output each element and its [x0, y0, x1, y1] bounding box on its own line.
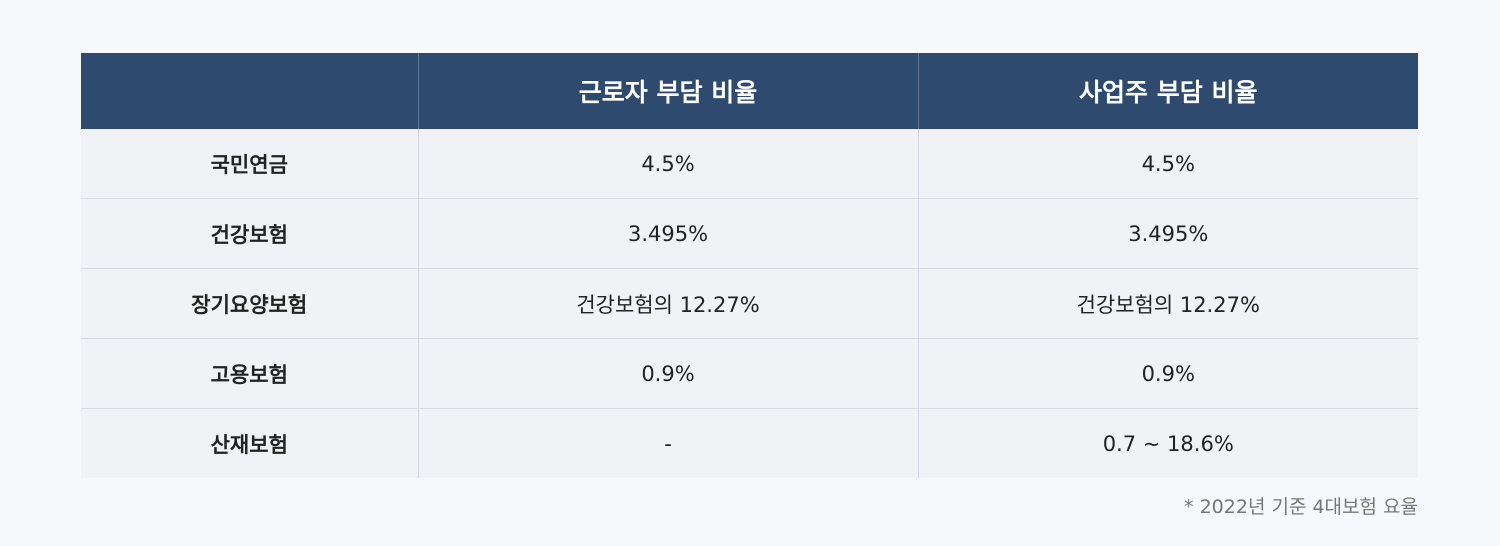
employer-rate-cell: 3.495%	[917, 198, 1418, 269]
footnote: * 2022년 기준 4대보험 요율	[1184, 496, 1418, 518]
row-label: 산재보험	[81, 408, 418, 478]
employer-rate-cell: 0.9%	[917, 338, 1418, 409]
table-row: 고용보험 0.9% 0.9%	[81, 338, 1418, 409]
employer-rate-cell: 건강보험의 12.27%	[917, 268, 1418, 339]
employee-rate-cell: 3.495%	[417, 198, 918, 269]
employer-rate-cell: 0.7 ~ 18.6%	[917, 408, 1418, 478]
table-row: 산재보험 - 0.7 ~ 18.6%	[81, 408, 1418, 478]
employee-rate-cell: 건강보험의 12.27%	[417, 268, 918, 339]
header-empty	[81, 53, 418, 129]
header-employee-rate: 근로자 부담 비율	[417, 53, 918, 129]
table-row: 국민연금 4.5% 4.5%	[81, 129, 1418, 199]
row-label: 국민연금	[81, 129, 418, 199]
row-label: 장기요양보험	[81, 268, 418, 339]
table-row: 건강보험 3.495% 3.495%	[81, 198, 1418, 269]
employee-rate-cell: 4.5%	[417, 129, 918, 199]
row-label: 고용보험	[81, 338, 418, 409]
employee-rate-cell: 0.9%	[417, 338, 918, 409]
employee-rate-cell: -	[417, 408, 918, 478]
insurance-rate-table: 근로자 부담 비율 사업주 부담 비율 국민연금 4.5% 4.5% 건강보험 …	[81, 53, 1418, 478]
row-label: 건강보험	[81, 198, 418, 269]
header-employer-rate: 사업주 부담 비율	[917, 53, 1418, 129]
employer-rate-cell: 4.5%	[917, 129, 1418, 199]
table-header-row: 근로자 부담 비율 사업주 부담 비율	[81, 53, 1418, 129]
table-row: 장기요양보험 건강보험의 12.27% 건강보험의 12.27%	[81, 268, 1418, 339]
